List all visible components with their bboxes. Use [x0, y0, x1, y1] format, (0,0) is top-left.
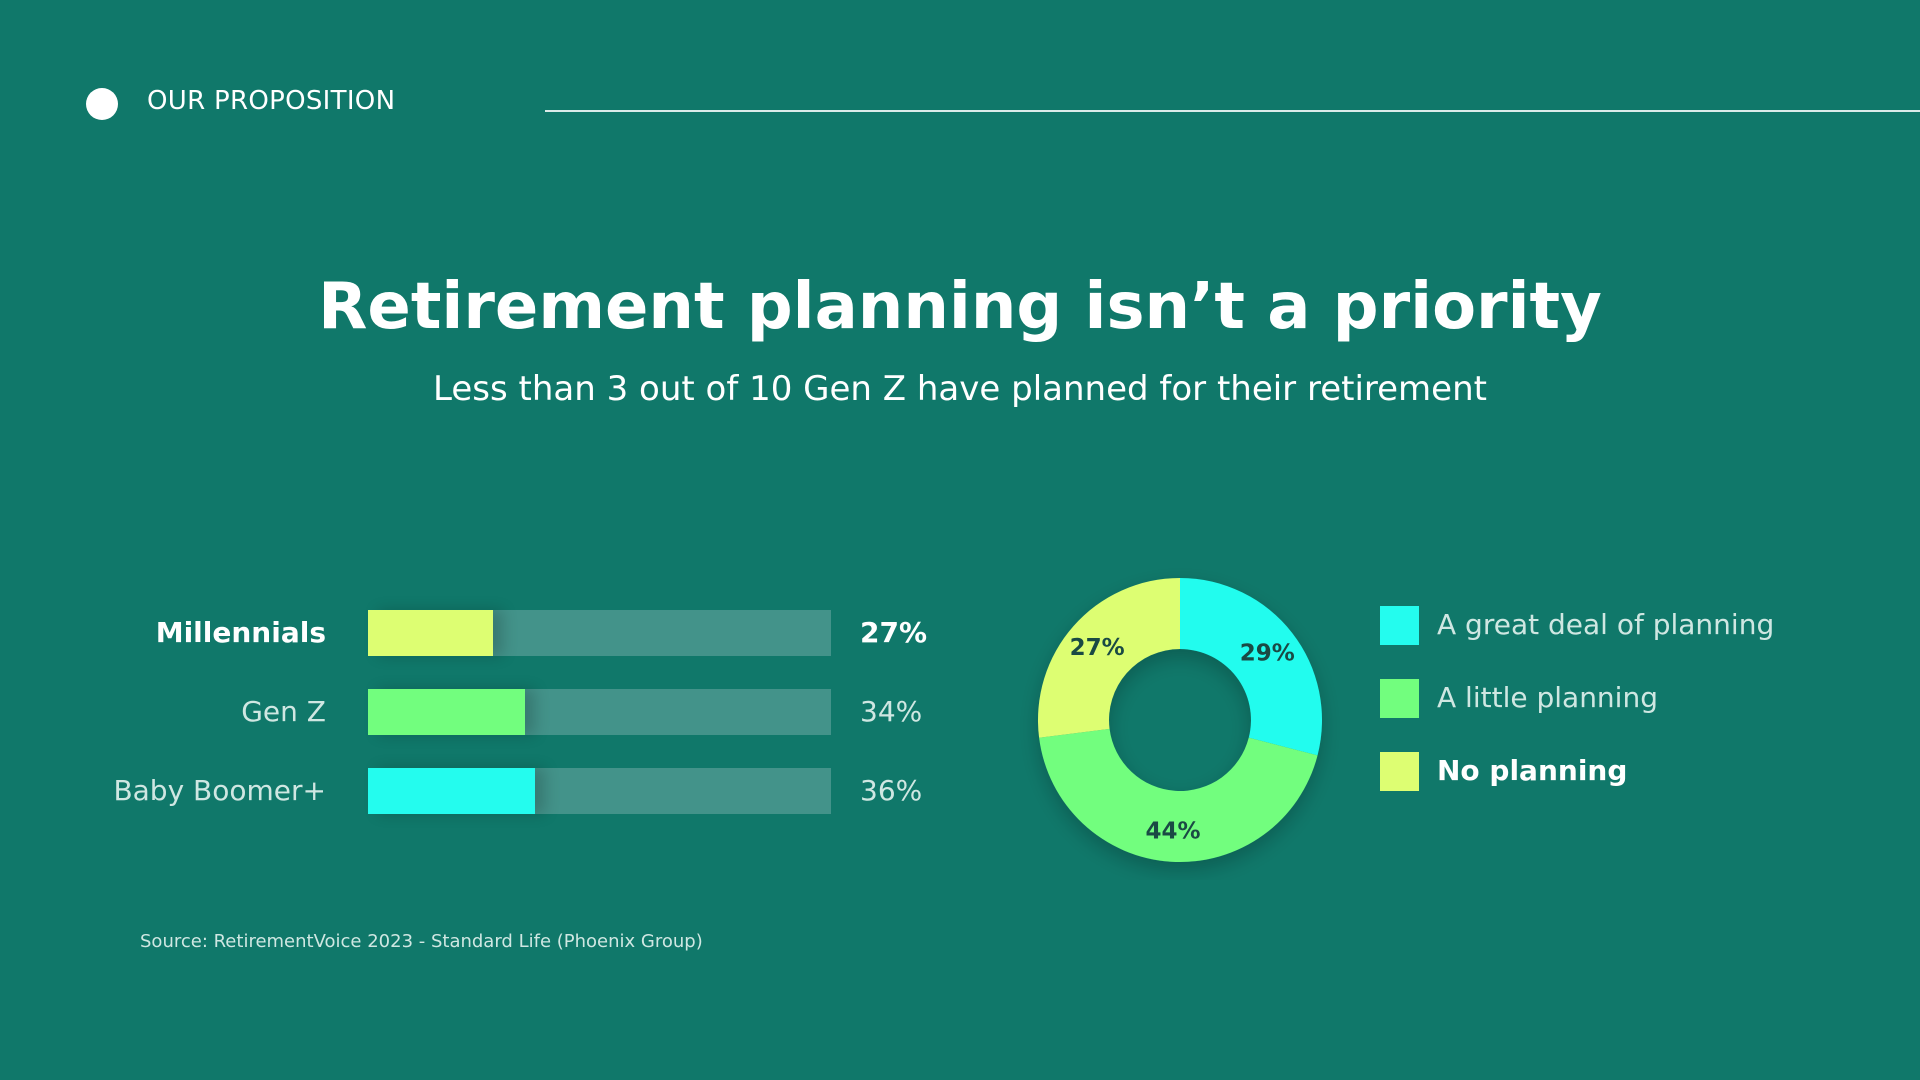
source-note: Source: RetirementVoice 2023 - Standard … [140, 931, 703, 952]
donut-slice [1038, 578, 1180, 738]
bar-category-label: Millennials [155, 616, 326, 649]
bar-row-gen-z: Gen Z 34% [0, 689, 940, 737]
bar-track [368, 689, 831, 735]
header-dot [86, 88, 118, 120]
legend-label: A great deal of planning [1437, 608, 1775, 641]
legend-swatch [1380, 752, 1419, 791]
legend-swatch [1380, 679, 1419, 718]
bar-row-baby-boomer: Baby Boomer+ 36% [0, 768, 940, 816]
section-label: OUR PROPOSITION [147, 86, 396, 116]
donut-slice [1039, 728, 1318, 862]
donut-value-label: 44% [1146, 818, 1201, 844]
legend-label: A little planning [1437, 681, 1658, 714]
bar-category-label: Baby Boomer+ [113, 774, 326, 807]
bar-track [368, 610, 831, 656]
bar-category-label: Gen Z [241, 695, 326, 728]
donut-chart: 29% 44% 27% [1038, 578, 1322, 862]
header-divider [545, 110, 1920, 112]
slide-subtitle: Less than 3 out of 10 Gen Z have planned… [433, 369, 1487, 409]
bar-track [368, 768, 831, 814]
bar-value-label: 36% [860, 774, 923, 807]
bar-row-millennials: Millennials 27% [0, 610, 940, 658]
bar-value-label: 27% [860, 616, 928, 649]
legend-label: No planning [1437, 754, 1628, 787]
bar-gen-z [368, 689, 526, 735]
bar-baby-boomer [368, 768, 535, 814]
slide-title: Retirement planning isn’t a priority [318, 270, 1602, 344]
bar-value-label: 34% [860, 695, 923, 728]
donut-slice [1180, 578, 1322, 756]
bar-millennials [368, 610, 493, 656]
donut-value-label: 27% [1070, 635, 1125, 661]
donut-value-label: 29% [1240, 640, 1295, 666]
legend-swatch [1380, 606, 1419, 645]
